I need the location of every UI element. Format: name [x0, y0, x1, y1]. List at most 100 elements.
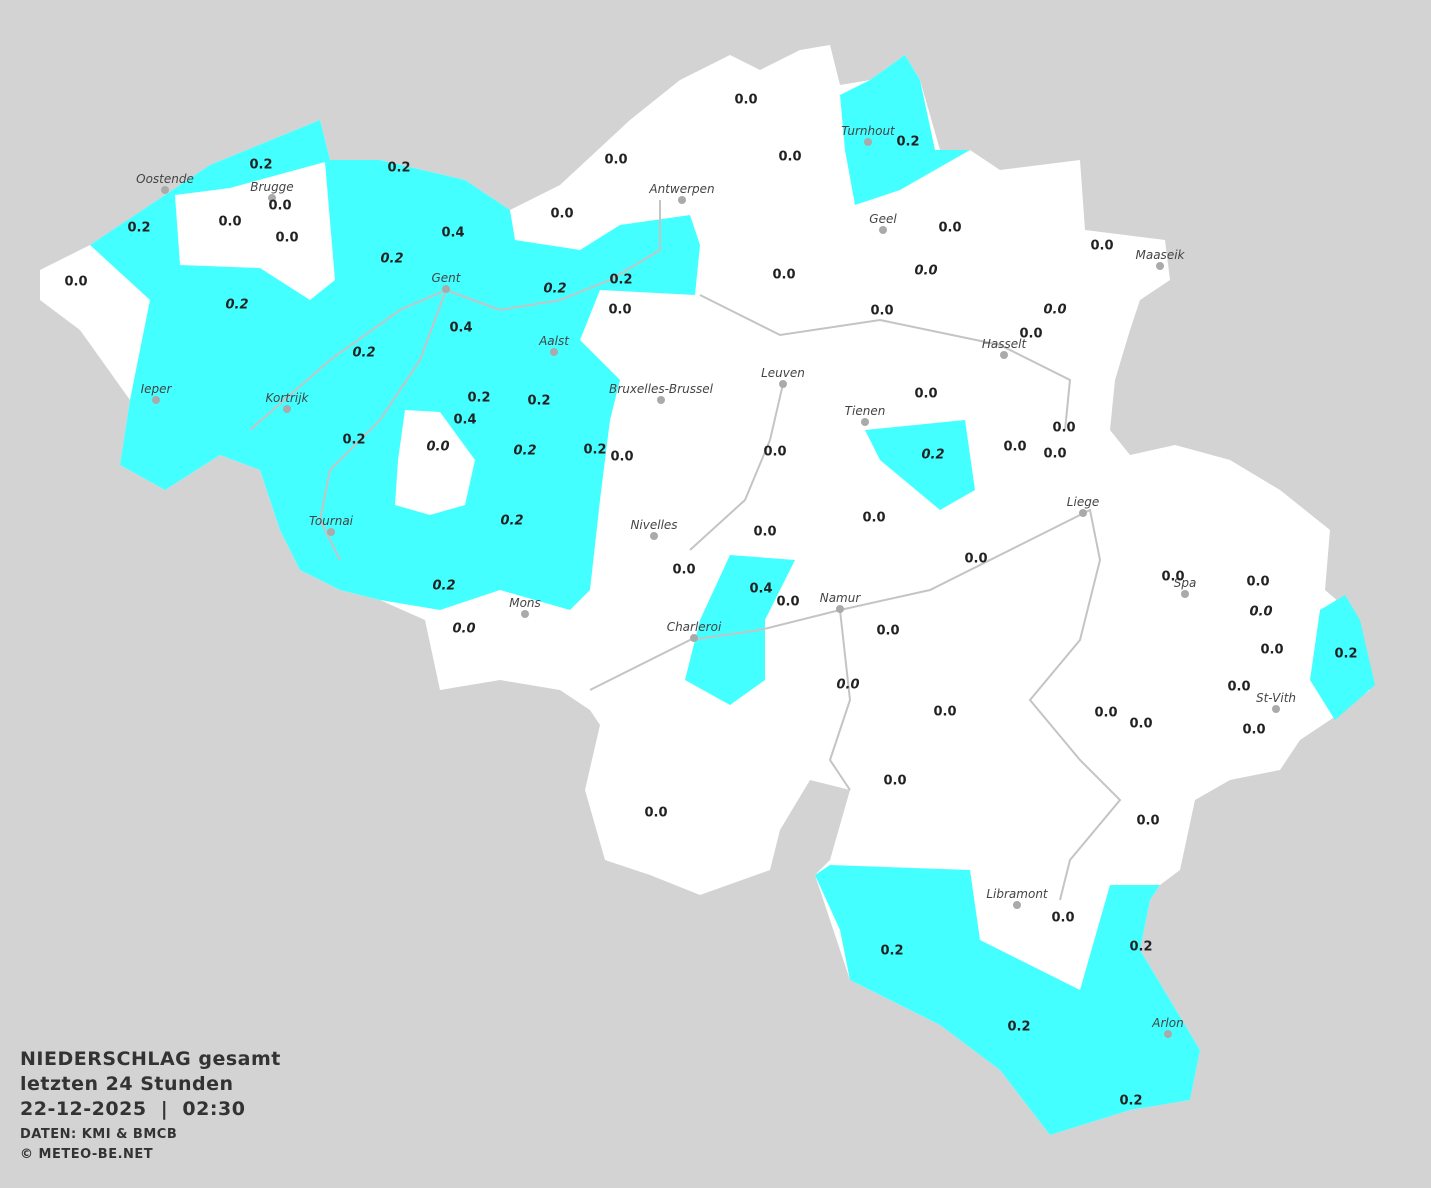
reading-label: 0.2 [609, 273, 632, 288]
river [589, 508, 1122, 901]
city-name: Namur [820, 591, 862, 605]
reading-label: 0.4 [449, 321, 472, 336]
city-dot [1000, 351, 1008, 359]
reading-label: 0.0 [1161, 570, 1184, 585]
city-name: Geel [869, 212, 897, 226]
city-name: Ieper [141, 382, 173, 396]
river [689, 383, 784, 551]
reading-label: 0.2 [500, 514, 523, 529]
reading-label: 0.0 [1242, 723, 1265, 738]
reading-label: 0.2 [880, 944, 903, 959]
reading-label: 0.0 [876, 624, 899, 639]
reading-label: 0.0 [1051, 911, 1074, 926]
city-dot [283, 405, 291, 413]
city-name: Oostende [136, 172, 194, 186]
reading-label: 0.2 [225, 298, 248, 313]
reading-label: 0.2 [467, 391, 490, 406]
reading-label: 0.0 [610, 450, 633, 465]
city-dot [327, 528, 335, 536]
city-name: St-Vith [1256, 691, 1296, 705]
city-name: Tienen [845, 404, 886, 418]
reading-label: 0.4 [749, 582, 772, 597]
river [318, 289, 447, 561]
city-name: Spa [1174, 576, 1197, 590]
precip-area [1310, 595, 1375, 720]
reading-label: 0.0 [275, 231, 298, 246]
city-dot [152, 396, 160, 404]
reading-label: 0.0 [1227, 680, 1250, 695]
precip-area [840, 55, 970, 205]
reading-label: 0.2 [1007, 1020, 1030, 1035]
reading-label: 0.0 [550, 207, 573, 222]
river [249, 200, 661, 431]
city-dot [690, 634, 698, 642]
reading-label: 0.0 [1043, 303, 1066, 318]
reading-label: 0.2 [352, 346, 375, 361]
reading-label: 0.0 [776, 595, 799, 610]
reading-label: 0.0 [1136, 814, 1159, 829]
city-dot [521, 610, 529, 618]
reading-label: 0.0 [914, 264, 937, 279]
city-name: Hasselt [982, 337, 1028, 351]
reading-label: 0.0 [883, 774, 906, 789]
city-dot [650, 532, 658, 540]
legend-title: NIEDERSCHLAG gesamt [20, 1048, 281, 1070]
reading-label: 0.2 [387, 161, 410, 176]
city-dot [550, 348, 558, 356]
city-dot [268, 194, 276, 202]
city-dot [161, 186, 169, 194]
city-name: Brugge [250, 180, 293, 194]
reading-label: 0.0 [938, 221, 961, 236]
reading-layer: 0.0 0.0 0.0 0.2 0.2 0.2 0.0 0.0 0.0 0.0 0.2 0.4 0.2 0… [64, 93, 1357, 1109]
reading-label: 0.0 [1090, 239, 1113, 254]
reading-label: 0.0 [1129, 717, 1152, 732]
reading-label: 0.4 [441, 226, 464, 241]
city-name: Tournai [309, 514, 354, 528]
city-dot [1079, 509, 1087, 517]
city-name: Mons [509, 596, 541, 610]
city-name: Nivelles [630, 518, 677, 532]
reading-label: 0.0 [64, 275, 87, 290]
reading-label: 0.0 [870, 304, 893, 319]
reading-label: 0.2 [921, 448, 944, 463]
reading-label: 0.0 [836, 678, 859, 693]
city-name: Aalst [538, 334, 570, 348]
reading-label: 0.2 [1129, 940, 1152, 955]
city-name: Maaseik [1136, 248, 1186, 262]
reading-label: 0.0 [1019, 327, 1042, 342]
city-dot [1156, 262, 1164, 270]
reading-label: 0.0 [964, 552, 987, 567]
reading-label: 0.0 [426, 440, 449, 455]
city-dot [779, 380, 787, 388]
reading-label: 0.0 [1003, 440, 1026, 455]
reading-label: 0.0 [1094, 706, 1117, 721]
reading-label: 0.2 [127, 221, 150, 236]
city-dot [1181, 590, 1189, 598]
reading-label: 0.0 [218, 215, 241, 230]
city-name: Leuven [761, 366, 805, 380]
reading-label: 0.0 [933, 705, 956, 720]
city-name: Turnhout [841, 124, 896, 138]
reading-label: 0.2 [342, 433, 365, 448]
legend-timestamp: 22-12-2025 | 02:30 [20, 1098, 245, 1120]
reading-label: 0.2 [1334, 647, 1357, 662]
river [699, 294, 1072, 431]
precip-area [865, 420, 975, 510]
city-name: Gent [432, 271, 462, 285]
precip-area [815, 865, 1200, 1135]
reading-label: 0.0 [268, 199, 291, 214]
reading-label: 0.2 [432, 579, 455, 594]
reading-label: 0.4 [453, 413, 476, 428]
city-name: Charleroi [667, 620, 722, 634]
reading-label: 0.0 [734, 93, 757, 108]
reading-label: 0.2 [513, 444, 536, 459]
city-dot [836, 605, 844, 613]
city-dot [861, 418, 869, 426]
reading-label: 0.0 [862, 511, 885, 526]
reading-label: 0.2 [896, 135, 919, 150]
reading-label: 0.0 [1260, 643, 1283, 658]
legend-source: DATEN: KMI & BMCB [20, 1127, 177, 1142]
reading-label: 0.0 [672, 563, 695, 578]
reading-label: 0.0 [753, 525, 776, 540]
